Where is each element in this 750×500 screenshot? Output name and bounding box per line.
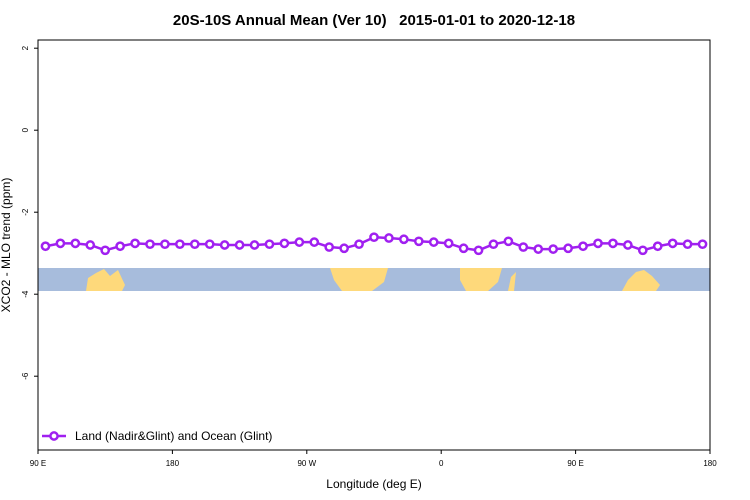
x-tick-label: 180: [166, 459, 180, 468]
data-point: [264, 239, 275, 250]
data-point: [428, 237, 439, 247]
data-point: [488, 239, 499, 250]
data-point: [458, 243, 469, 254]
data-point: [175, 239, 185, 250]
data-point: [682, 239, 693, 250]
data-point: [623, 240, 633, 250]
data-point: [85, 240, 96, 250]
data-point: [249, 240, 260, 250]
data-point: [413, 236, 424, 247]
plot-frame: [37, 39, 711, 451]
data-point: [115, 241, 125, 252]
data-point: [518, 242, 529, 252]
data-point: [443, 238, 454, 249]
data-point: [145, 239, 155, 250]
data-point: [697, 239, 708, 250]
map-strip: [38, 268, 710, 291]
data-point: [533, 244, 544, 254]
x-tick-label: 90 W: [297, 459, 316, 468]
y-tick-label: 0: [21, 127, 30, 132]
x-tick-label: 0: [439, 459, 444, 468]
data-point: [219, 240, 230, 250]
data-point: [503, 236, 514, 247]
data-point: [160, 239, 170, 250]
data-point: [578, 241, 588, 252]
data-point: [354, 239, 364, 250]
x-axis-label: Longitude (deg E): [326, 477, 421, 491]
y-tick-label: -2: [21, 208, 30, 216]
y-tick-label: 2: [21, 45, 30, 50]
y-axis-label: XCO2 - MLO trend (ppm): [0, 178, 13, 313]
data-point: [667, 238, 678, 249]
data-point: [100, 245, 111, 256]
data-point: [40, 241, 51, 252]
data-point: [637, 245, 648, 256]
data-point: [548, 244, 559, 254]
data-point: [473, 245, 484, 256]
data-point: [608, 238, 618, 249]
data-point: [309, 237, 320, 247]
x-tick-label: 90 E: [567, 459, 583, 468]
y-tick-label: -6: [21, 372, 30, 380]
data-point: [563, 243, 573, 254]
x-tick-label: 90 E: [30, 459, 46, 468]
data-point: [339, 243, 349, 254]
data-point: [130, 238, 140, 249]
legend-label: Land (Nadir&Glint) and Ocean (Glint): [75, 429, 272, 443]
data-point: [384, 233, 394, 243]
data-point: [294, 237, 305, 247]
data-point: [279, 238, 290, 249]
data-point: [652, 241, 663, 252]
data-point: [204, 239, 215, 250]
data-point: [234, 240, 245, 250]
chart-title: 20S-10S Annual Mean (Ver 10) 2015-01-01 …: [173, 12, 575, 29]
data-point: [593, 238, 603, 249]
y-tick-label: -4: [21, 290, 30, 298]
data-point: [399, 234, 409, 245]
data-point: [70, 238, 81, 249]
data-point: [55, 238, 66, 249]
data-point: [369, 232, 379, 243]
x-tick-label: 180: [703, 459, 717, 468]
data-point: [189, 239, 200, 250]
data-point: [324, 242, 335, 252]
legend-marker: [49, 431, 59, 441]
